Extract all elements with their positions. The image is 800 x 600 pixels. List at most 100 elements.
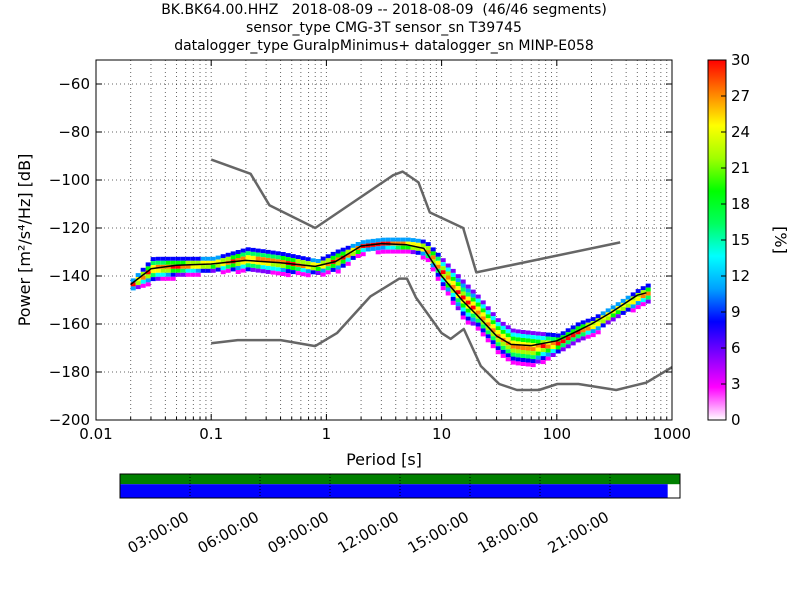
ppsd-density-cell <box>510 348 516 353</box>
ppsd-density-cell <box>270 250 276 255</box>
ppsd-density-cell <box>615 302 621 307</box>
colorbar-tick-label: 30 <box>731 51 750 69</box>
ppsd-density-cell <box>135 281 141 286</box>
ppsd-density-cell <box>450 284 456 289</box>
ppsd-density-cell <box>335 265 341 270</box>
ppsd-density-cell <box>150 273 156 278</box>
coverage-tick-label: 12:00:00 <box>335 508 402 557</box>
ppsd-density-cell <box>195 268 201 273</box>
x-tick-label: 0.1 <box>199 425 223 443</box>
ppsd-density-cell <box>440 278 446 283</box>
ppsd-density-cell <box>255 248 261 253</box>
ppsd-density-cell <box>325 266 331 271</box>
ppsd-density-cell <box>550 349 556 353</box>
ppsd-density-cell <box>510 344 516 349</box>
ppsd-density-cell <box>430 263 436 268</box>
ppsd-density-cell <box>295 271 301 276</box>
ppsd-density-cell <box>395 237 401 242</box>
ppsd-density-cell <box>135 285 141 290</box>
ppsd-density-cell <box>535 331 541 336</box>
chart-title-line-1: BK.BK64.00.HHZ 2018-08-09 -- 2018-08-09 … <box>161 2 607 18</box>
ppsd-density-cell <box>645 295 651 300</box>
coverage-bar-used <box>120 484 668 498</box>
ppsd-density-cell <box>450 268 456 273</box>
ppsd-density-cell <box>500 333 506 338</box>
ppsd-density-cell <box>555 333 561 338</box>
ppsd-density-cell <box>200 264 206 269</box>
ppsd-density-cell <box>555 345 561 350</box>
ppsd-density-cell <box>265 265 271 270</box>
ppsd-density-cell <box>610 305 616 310</box>
ppsd-density-cell <box>465 320 471 325</box>
ppsd-density-cell <box>470 305 476 310</box>
ppsd-density-cell <box>130 278 136 283</box>
ppsd-density-cell <box>260 265 266 270</box>
ppsd-density-cell <box>595 326 601 331</box>
ppsd-density-cell <box>195 260 201 265</box>
ppsd-density-cell <box>585 330 591 335</box>
ppsd-density-cell <box>510 336 516 341</box>
ppsd-density-cell <box>275 271 281 276</box>
ppsd-density-cell <box>290 258 296 263</box>
ppsd-density-cell <box>145 262 151 267</box>
ppsd-density-cell <box>570 325 576 330</box>
ppsd-density-cell <box>465 296 471 301</box>
ppsd-density-cell <box>580 332 586 337</box>
ppsd-density-cell <box>455 286 461 291</box>
ppsd-density-cell <box>550 333 556 337</box>
ppsd-density-cell <box>450 288 456 293</box>
ppsd-density-cell <box>575 338 581 343</box>
ppsd-density-cell <box>340 247 346 252</box>
ppsd-density-cell <box>450 292 456 297</box>
ppsd-density-cell <box>145 266 151 271</box>
ppsd-density-cell <box>460 283 466 288</box>
ppsd-density-cell <box>395 249 401 254</box>
ppsd-density-cell <box>635 305 641 310</box>
ppsd-density-cell <box>490 312 496 317</box>
ppsd-density-cell <box>190 264 196 269</box>
ppsd-density-cell <box>570 341 576 346</box>
ppsd-density-cell <box>530 351 536 356</box>
ppsd-density-cell <box>420 255 426 260</box>
ppsd-density-cell <box>530 359 536 364</box>
ppsd-density-cell <box>510 356 516 361</box>
ppsd-density-cell <box>575 326 581 331</box>
ppsd-density-cell <box>565 336 571 341</box>
ppsd-density-cell <box>465 288 471 293</box>
x-tick-label: 1000 <box>653 425 691 443</box>
ppsd-density-cell <box>275 251 281 256</box>
ppsd-density-cell <box>490 336 496 341</box>
ppsd-density-cell <box>500 353 506 358</box>
ppsd-density-cell <box>180 272 186 277</box>
ppsd-density-cell <box>620 306 626 311</box>
ppsd-density-cell <box>530 347 536 352</box>
ppsd-density-cell <box>505 353 511 358</box>
ppsd-density-cell <box>245 251 251 256</box>
coverage-tick-label: 06:00:00 <box>195 508 262 557</box>
ppsd-density-cell <box>470 289 476 294</box>
ppsd-density-cell <box>350 255 356 260</box>
ppsd-density-cell <box>610 313 616 318</box>
ppsd-density-cell <box>540 352 546 357</box>
ppsd-density-cell <box>485 322 491 327</box>
ppsd-density-cell <box>480 300 486 305</box>
ppsd-density-cell <box>445 291 451 296</box>
y-tick-label: −200 <box>49 411 90 429</box>
ppsd-density-cell <box>395 245 401 250</box>
ppsd-density-cell <box>270 270 276 275</box>
ppsd-density-cell <box>335 249 341 254</box>
ppsd-density-cell <box>410 246 416 251</box>
ppsd-density-cell <box>250 263 256 268</box>
ppsd-density-cell <box>540 348 546 353</box>
ppsd-density-cell <box>235 258 241 262</box>
ppsd-density-cell <box>185 272 191 277</box>
ppsd-density-cell <box>490 344 496 349</box>
high-noise-model-line <box>210 158 621 274</box>
ppsd-density-cell <box>265 249 271 254</box>
plot-frame <box>95 59 673 421</box>
ppsd-density-cell <box>240 256 246 261</box>
ppsd-density-cell <box>140 271 146 276</box>
ppsd-density-cell <box>540 356 546 361</box>
ppsd-density-cell <box>600 323 606 328</box>
ppsd-density-cell <box>385 249 391 254</box>
